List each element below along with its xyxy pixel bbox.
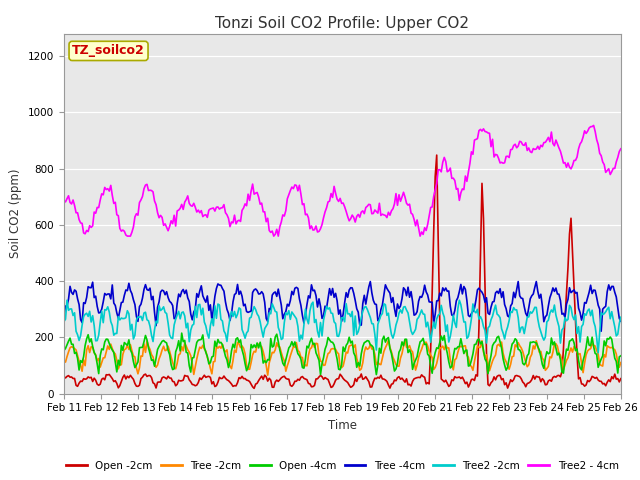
Tree -4cm [157, 289, 164, 295]
X-axis label: Time: Time [328, 419, 357, 432]
Open -4cm [178, 330, 186, 336]
Tree -2cm [401, 337, 409, 343]
Open -4cm [285, 345, 292, 351]
Open -4cm [372, 372, 380, 377]
Tree2 -2cm [617, 314, 625, 320]
Tree -2cm [548, 355, 556, 360]
Line: Tree -2cm: Tree -2cm [64, 340, 621, 375]
Tree -2cm [157, 352, 164, 358]
Open -2cm [250, 385, 258, 391]
Tree2 -2cm [546, 311, 554, 316]
Title: Tonzi Soil CO2 Profile: Upper CO2: Tonzi Soil CO2 Profile: Upper CO2 [216, 16, 469, 31]
Tree -2cm [520, 354, 528, 360]
Tree -2cm [60, 359, 68, 364]
Tree2 -2cm [519, 324, 527, 330]
Open -2cm [469, 376, 477, 382]
Tree2 - 4cm [519, 142, 527, 148]
Open -2cm [285, 376, 292, 382]
Y-axis label: Soil CO2 (ppm): Soil CO2 (ppm) [10, 169, 22, 258]
Tree2 -2cm [468, 316, 476, 322]
Tree2 -2cm [595, 350, 602, 356]
Open -4cm [520, 362, 528, 368]
Tree2 - 4cm [546, 139, 554, 144]
Tree2 - 4cm [124, 233, 131, 239]
Tree2 -2cm [157, 308, 164, 313]
Tree -4cm [466, 314, 474, 320]
Tree -2cm [469, 367, 477, 373]
Tree -2cm [285, 359, 292, 364]
Open -4cm [60, 348, 68, 353]
Open -2cm [617, 376, 625, 382]
Tree2 - 4cm [279, 212, 287, 218]
Tree2 - 4cm [60, 198, 68, 204]
Tree -4cm [60, 313, 68, 319]
Line: Open -2cm: Open -2cm [64, 155, 621, 388]
Open -4cm [617, 353, 625, 359]
Tree -4cm [532, 279, 540, 285]
Open -2cm [548, 378, 556, 384]
Legend: Open -2cm, Tree -2cm, Open -4cm, Tree -4cm, Tree2 -2cm, Tree2 - 4cm: Open -2cm, Tree -2cm, Open -4cm, Tree -4… [62, 456, 623, 475]
Tree -4cm [278, 302, 285, 308]
Tree -4cm [546, 295, 554, 300]
Tree2 - 4cm [617, 146, 625, 152]
Tree2 - 4cm [590, 122, 598, 128]
Open -2cm [520, 381, 528, 386]
Tree2 -2cm [456, 297, 463, 303]
Tree2 -2cm [284, 312, 291, 318]
Line: Tree2 - 4cm: Tree2 - 4cm [64, 125, 621, 236]
Open -2cm [157, 379, 164, 385]
Tree2 - 4cm [468, 149, 476, 155]
Tree2 -2cm [278, 336, 285, 342]
Tree -4cm [597, 328, 605, 334]
Tree2 - 4cm [158, 215, 166, 220]
Open -2cm [60, 374, 68, 380]
Open -4cm [157, 341, 164, 347]
Line: Tree -4cm: Tree -4cm [64, 282, 621, 331]
Open -2cm [433, 152, 440, 158]
Tree -2cm [264, 372, 271, 378]
Line: Open -4cm: Open -4cm [64, 333, 621, 374]
Tree -2cm [617, 360, 625, 365]
Open -4cm [469, 351, 477, 357]
Text: TZ_soilco2: TZ_soilco2 [72, 44, 145, 58]
Open -4cm [548, 335, 556, 341]
Tree -4cm [517, 295, 525, 301]
Tree -4cm [617, 318, 625, 324]
Tree2 - 4cm [285, 192, 292, 197]
Tree -4cm [284, 301, 291, 307]
Open -4cm [279, 360, 287, 366]
Tree2 -2cm [60, 319, 68, 324]
Open -2cm [279, 374, 287, 380]
Line: Tree2 -2cm: Tree2 -2cm [64, 300, 621, 353]
Tree -2cm [279, 355, 287, 360]
